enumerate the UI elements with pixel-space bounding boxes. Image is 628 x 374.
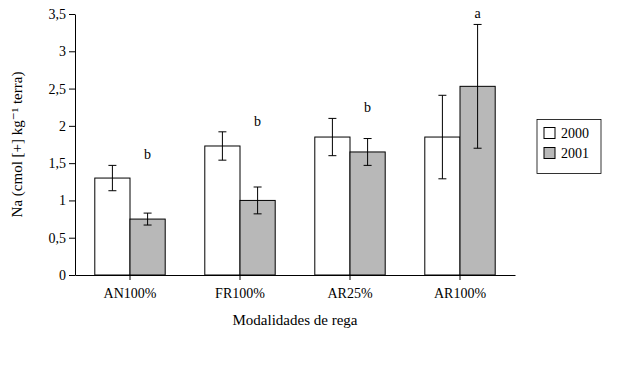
tick-label: 2,5 [49, 82, 67, 97]
bar [130, 219, 165, 275]
tick-mark [460, 275, 461, 280]
tick: 3,5 [49, 7, 76, 22]
tick-mark [69, 89, 75, 90]
error-bar [218, 132, 226, 160]
bar [95, 178, 130, 275]
legend-swatch [544, 148, 555, 159]
series [130, 24, 495, 275]
y-axis-title: Na (cmol [+] kg⁻¹ terra) [9, 72, 26, 218]
tick-mark [130, 275, 131, 280]
error-bar [144, 213, 152, 225]
tick-label: 3,5 [49, 7, 67, 22]
y-axis: 0 0,5 1 1,5 2 2,5 3 3,5 [49, 7, 76, 283]
tick-mark [240, 275, 241, 280]
tick: AR100% [434, 275, 486, 301]
tick-mark [350, 275, 351, 280]
tick-label: 2 [59, 119, 66, 134]
tick-label: 3 [59, 44, 66, 59]
tick: 3 [59, 44, 75, 59]
tick: AR25% [327, 275, 372, 301]
annotation: a [474, 6, 481, 21]
plot: b b b a 0 0,5 1 1,5 2 2,5 3 3,5 AN100% FR100% AR25% AR1… [49, 6, 516, 301]
tick: 0,5 [49, 231, 76, 246]
tick-label: 1,5 [49, 156, 67, 171]
annotation: b [144, 147, 151, 162]
legend: 2000 2001 [537, 120, 601, 174]
tick-label: AR25% [327, 286, 372, 301]
tick-label: 0 [59, 268, 66, 283]
legend-label: 2001 [561, 146, 589, 161]
tick-mark [69, 14, 75, 15]
tick-mark [69, 238, 75, 239]
error-bar [328, 118, 336, 155]
tick-mark [69, 275, 75, 276]
annotation: b [364, 100, 371, 115]
annotations: b b b a [144, 6, 481, 162]
error-bars [108, 95, 446, 190]
tick: 1,5 [49, 156, 76, 171]
bar [350, 152, 385, 275]
legend-label: 2000 [561, 126, 589, 141]
tick: FR100% [215, 275, 265, 301]
tick-mark [69, 200, 75, 201]
chart: b b b a 0 0,5 1 1,5 2 2,5 3 3,5 AN100% FR100% AR25% AR1… [0, 0, 628, 374]
tick: AN100% [104, 275, 157, 301]
tick-label: 1 [59, 193, 66, 208]
tick: 2 [59, 119, 75, 134]
legend-frame [537, 120, 601, 174]
error-bar [254, 187, 262, 214]
error-bar [364, 139, 372, 166]
x-axis-title: Modalidades de rega [233, 312, 358, 328]
tick-label: 0,5 [49, 231, 67, 246]
tick-mark [69, 126, 75, 127]
tick-mark [69, 51, 75, 52]
tick-label: AN100% [104, 286, 157, 301]
tick: 2,5 [49, 82, 76, 97]
tick-label: AR100% [434, 286, 486, 301]
marks [95, 24, 495, 275]
tick-label: FR100% [215, 286, 265, 301]
axis-line [75, 15, 76, 276]
series [95, 95, 460, 275]
legend-swatch [544, 128, 555, 139]
bar [315, 137, 350, 275]
tick: 0 [59, 268, 75, 283]
tick-mark [69, 163, 75, 164]
error-bars [144, 24, 482, 225]
bar [205, 146, 240, 275]
axis-line [76, 275, 516, 276]
error-bar [438, 95, 446, 179]
error-bar [474, 24, 482, 148]
x-axis: AN100% FR100% AR25% AR100% [76, 275, 516, 301]
error-bar [108, 165, 116, 190]
tick: 1 [59, 193, 75, 208]
annotation: b [254, 114, 261, 129]
